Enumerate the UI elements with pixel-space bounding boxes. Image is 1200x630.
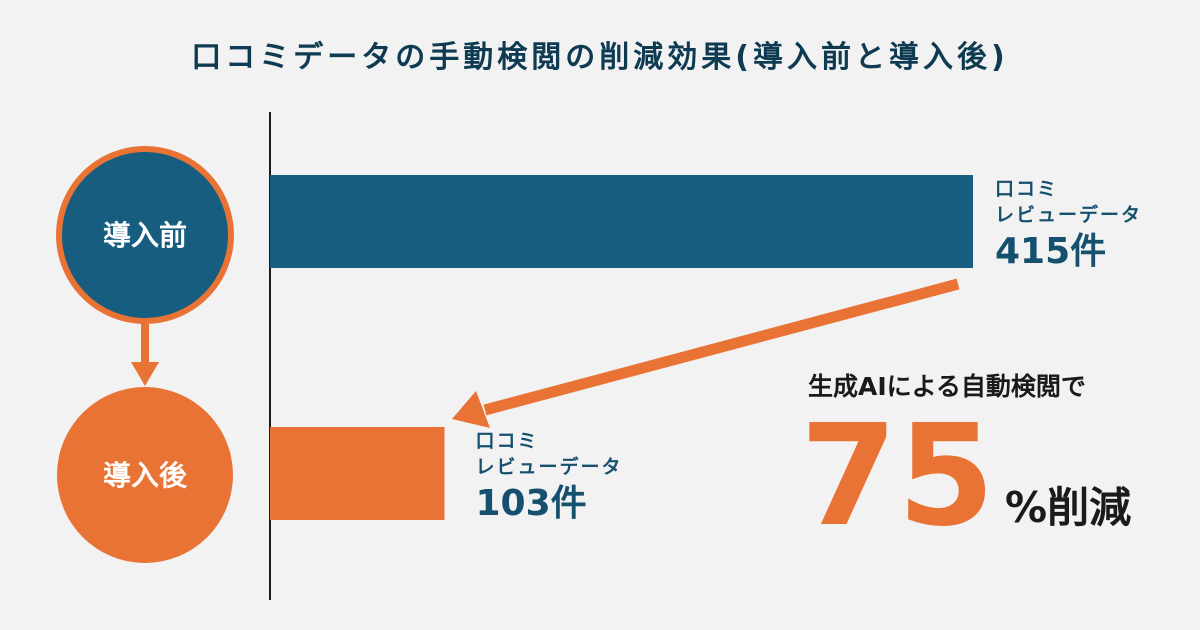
bar-value-label: 103件 bbox=[475, 483, 586, 524]
category-circle-after bbox=[57, 387, 233, 563]
bar-label-line1: 口コミ bbox=[995, 178, 1058, 200]
bar-value-label: 415件 bbox=[995, 231, 1106, 272]
category-label-after: 導入後 bbox=[103, 459, 188, 492]
reduction-arrow-icon bbox=[452, 391, 490, 428]
bar-after bbox=[270, 427, 445, 520]
category-label-before: 導入前 bbox=[103, 219, 187, 252]
bar-label-line1: 口コミ bbox=[475, 430, 538, 452]
annotation-suffix: %削減 bbox=[1005, 483, 1131, 532]
annotation-caption: 生成AIによる自動検閲で bbox=[808, 372, 1086, 401]
bar-before bbox=[270, 175, 973, 268]
annotation-percent: 75 bbox=[800, 395, 995, 558]
bar-label-line2: レビューデータ bbox=[475, 455, 622, 478]
bar-label-after: 口コミ レビューデータ 103件 bbox=[475, 430, 622, 524]
bar-label-before: 口コミ レビューデータ 415件 bbox=[995, 178, 1142, 272]
down-arrow-icon bbox=[131, 362, 159, 386]
bar-label-line2: レビューデータ bbox=[995, 203, 1142, 226]
reduction-arrow-shaft bbox=[483, 278, 960, 416]
category-circle-before bbox=[56, 146, 234, 324]
chart-title: 口コミデータの手動検閲の削減効果(導入前と導入後) bbox=[191, 40, 1008, 75]
